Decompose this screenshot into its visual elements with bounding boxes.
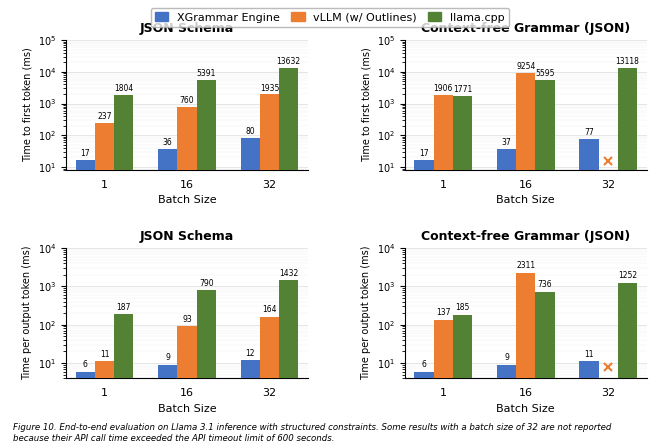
Text: Figure 10. End-to-end evaluation on Llama 3.1 inference with structured constrai: Figure 10. End-to-end evaluation on Llam… [13,423,612,443]
Bar [434,320,453,445]
Bar [95,123,114,445]
Text: 17: 17 [419,149,429,158]
Bar [197,291,216,445]
Text: 5595: 5595 [535,69,555,78]
Title: JSON Schema: JSON Schema [140,22,234,35]
X-axis label: Batch Size: Batch Size [158,195,216,206]
Bar [178,326,197,445]
Text: 37: 37 [502,138,512,147]
Bar [95,361,114,445]
Title: JSON Schema: JSON Schema [140,230,234,243]
Text: 5391: 5391 [197,69,216,78]
Text: 1906: 1906 [434,84,453,93]
Bar [158,365,178,445]
Y-axis label: Time to first token (ms): Time to first token (ms) [22,48,32,162]
Bar [434,95,453,445]
Bar [241,138,260,445]
Bar [497,149,516,445]
Bar [579,361,599,445]
Bar [453,315,472,445]
Text: 13118: 13118 [616,57,640,66]
Text: 164: 164 [262,305,277,314]
Text: 790: 790 [199,279,214,288]
Text: 6: 6 [422,360,426,369]
X-axis label: Batch Size: Batch Size [158,404,216,413]
Text: 1252: 1252 [618,271,637,280]
Bar [618,283,637,445]
Bar [197,80,216,445]
Text: 736: 736 [538,280,552,289]
Text: 36: 36 [163,138,173,147]
Bar [241,360,260,445]
Text: 6: 6 [82,360,88,369]
Bar [158,150,178,445]
Text: 77: 77 [584,128,594,137]
Bar [497,365,516,445]
Bar [76,372,95,445]
Bar [516,73,535,445]
Bar [516,272,535,445]
Text: 187: 187 [117,303,131,312]
Legend: XGrammar Engine, vLLM (w/ Outlines), llama.cpp: XGrammar Engine, vLLM (w/ Outlines), lla… [150,8,510,27]
Bar [114,95,133,445]
Text: 137: 137 [436,308,451,317]
Bar [260,316,279,445]
Title: Context-free Grammar (JSON): Context-free Grammar (JSON) [421,22,630,35]
Text: 13632: 13632 [277,57,301,65]
Bar [453,96,472,445]
Bar [535,291,554,445]
Text: 9: 9 [504,353,509,362]
Text: 17: 17 [81,149,90,158]
Bar [279,68,298,445]
Bar [618,68,637,445]
Text: 237: 237 [97,113,112,121]
Text: 760: 760 [180,97,194,105]
Bar [579,139,599,445]
Text: 93: 93 [182,315,192,324]
Y-axis label: Time per output token (ms): Time per output token (ms) [361,246,371,380]
Text: 11: 11 [100,350,110,359]
Bar [178,107,197,445]
Bar [114,314,133,445]
Text: 1804: 1804 [114,85,133,93]
Text: 2311: 2311 [516,261,535,270]
Text: 9: 9 [165,353,170,362]
Y-axis label: Time to first token (ms): Time to first token (ms) [361,48,371,162]
X-axis label: Batch Size: Batch Size [496,195,555,206]
Text: 12: 12 [246,349,255,358]
Text: 9254: 9254 [516,62,535,71]
X-axis label: Batch Size: Batch Size [496,404,555,413]
Text: 185: 185 [455,303,470,312]
Bar [279,280,298,445]
Bar [535,80,554,445]
Bar [76,160,95,445]
Title: Context-free Grammar (JSON): Context-free Grammar (JSON) [421,230,630,243]
Bar [414,160,434,445]
Text: 1935: 1935 [260,84,279,93]
Text: 1432: 1432 [279,269,298,278]
Text: 80: 80 [246,127,255,137]
Text: 11: 11 [584,350,594,359]
Bar [260,94,279,445]
Y-axis label: Time per output token (ms): Time per output token (ms) [22,246,32,380]
Text: 1771: 1771 [453,85,472,94]
Bar [414,372,434,445]
